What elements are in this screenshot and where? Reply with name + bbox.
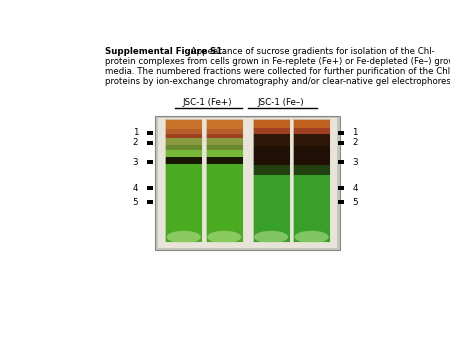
Text: proteins by ion-exchange chromatography and/or clear-native gel electrophoresis.: proteins by ion-exchange chromatography … xyxy=(105,77,450,86)
Bar xyxy=(147,141,153,145)
Bar xyxy=(165,150,202,158)
Bar xyxy=(155,116,340,250)
Bar xyxy=(158,118,337,248)
Text: 2: 2 xyxy=(352,139,358,147)
Bar xyxy=(293,223,330,242)
Bar xyxy=(293,119,330,242)
Bar xyxy=(252,128,290,134)
Bar xyxy=(206,145,243,150)
Bar xyxy=(338,141,344,145)
Bar xyxy=(206,119,243,242)
Text: JSC-1 (Fe–): JSC-1 (Fe–) xyxy=(257,98,304,107)
Bar xyxy=(206,158,243,164)
Bar xyxy=(165,145,202,150)
Bar xyxy=(165,119,202,242)
Bar xyxy=(252,146,290,165)
Bar xyxy=(147,186,153,191)
Bar xyxy=(165,134,202,138)
Bar xyxy=(293,119,330,128)
Text: media. The numbered fractions were collected for further purification of the Chl: media. The numbered fractions were colle… xyxy=(105,67,450,76)
Bar xyxy=(206,119,243,129)
Bar xyxy=(206,150,243,158)
Bar xyxy=(293,134,330,146)
Bar xyxy=(206,138,243,145)
Bar xyxy=(206,164,243,225)
Bar xyxy=(165,158,202,164)
Bar xyxy=(293,165,330,174)
Bar xyxy=(147,131,153,135)
Text: 3: 3 xyxy=(352,158,358,167)
Bar xyxy=(338,160,344,164)
Bar xyxy=(338,186,344,191)
Text: 5: 5 xyxy=(133,198,138,207)
Bar xyxy=(147,160,153,164)
Text: Supplemental Figure S1:: Supplemental Figure S1: xyxy=(105,47,226,56)
Bar xyxy=(338,200,344,204)
Text: 4: 4 xyxy=(352,184,358,193)
Text: JSC-1 (Fe+): JSC-1 (Fe+) xyxy=(183,98,232,107)
Text: 1: 1 xyxy=(133,128,138,138)
Text: 4: 4 xyxy=(133,184,138,193)
Bar xyxy=(293,146,330,165)
Bar xyxy=(206,129,243,134)
Bar xyxy=(252,119,290,242)
Bar xyxy=(206,134,243,138)
Bar xyxy=(252,223,290,242)
Bar xyxy=(165,225,202,242)
Bar xyxy=(252,134,290,146)
Ellipse shape xyxy=(207,231,241,243)
Text: Appearance of sucrose gradients for isolation of the Chl-: Appearance of sucrose gradients for isol… xyxy=(188,47,434,56)
Bar xyxy=(252,174,290,223)
Text: 2: 2 xyxy=(133,139,138,147)
Bar xyxy=(206,225,243,242)
Text: protein complexes from cells grown in Fe-replete (Fe+) or Fe-depleted (Fe–) grow: protein complexes from cells grown in Fe… xyxy=(105,57,450,66)
Bar xyxy=(147,200,153,204)
Text: 3: 3 xyxy=(133,158,138,167)
Bar xyxy=(252,119,290,128)
Bar xyxy=(293,128,330,134)
Text: 5: 5 xyxy=(352,198,358,207)
Bar xyxy=(165,119,202,129)
Ellipse shape xyxy=(166,231,201,243)
Bar xyxy=(252,165,290,174)
Bar xyxy=(165,138,202,145)
Bar xyxy=(165,164,202,225)
Ellipse shape xyxy=(254,231,288,243)
Text: 1: 1 xyxy=(352,128,358,138)
Bar xyxy=(338,131,344,135)
Ellipse shape xyxy=(295,231,328,243)
Bar xyxy=(165,129,202,134)
Bar xyxy=(293,174,330,223)
